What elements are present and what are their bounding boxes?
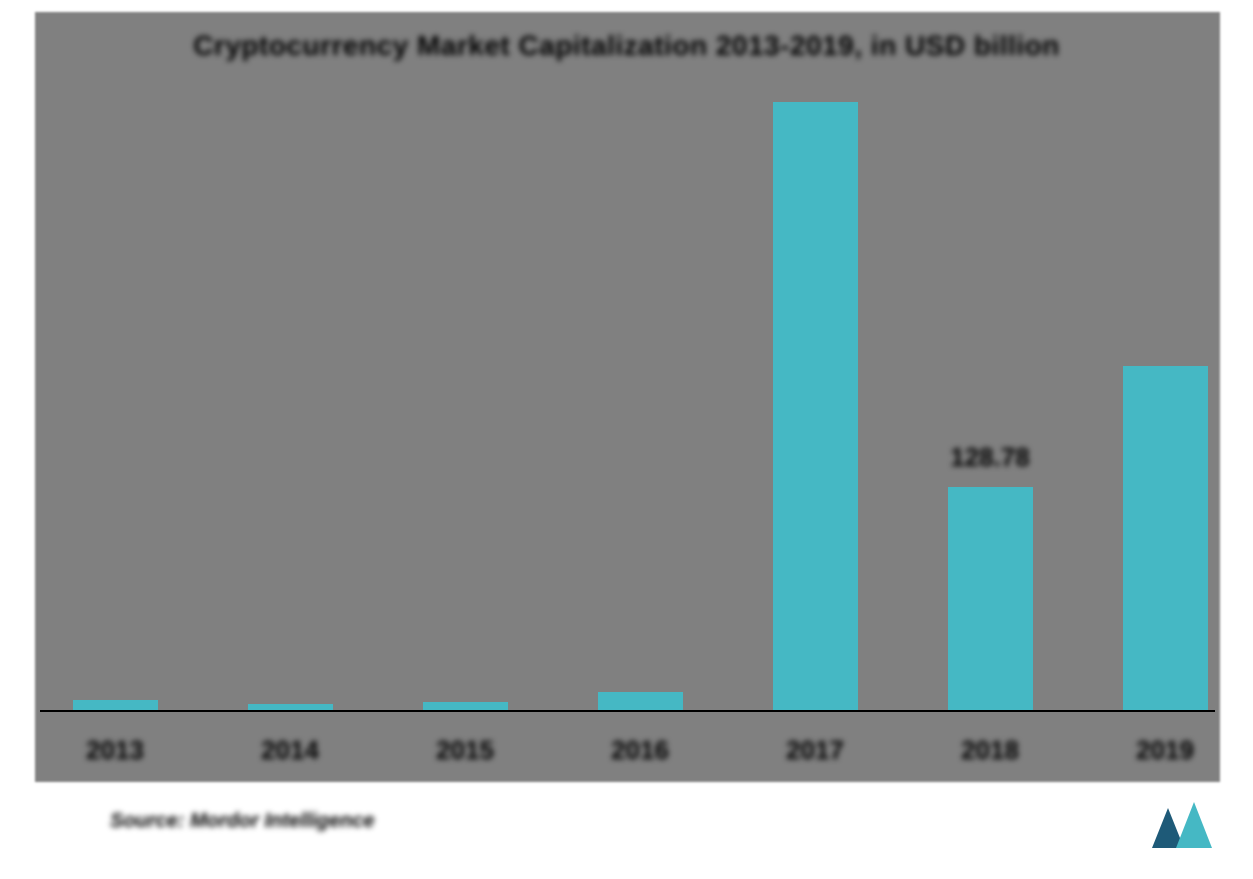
x-axis-label: 2015 <box>436 735 494 766</box>
bar <box>423 702 508 710</box>
x-axis-label: 2013 <box>86 735 144 766</box>
chart-canvas: Cryptocurrency Market Capitalization 201… <box>0 0 1253 879</box>
x-axis-label: 2018 <box>961 735 1019 766</box>
x-axis-label: 2017 <box>786 735 844 766</box>
brand-logo <box>1150 800 1220 850</box>
bar <box>598 692 683 710</box>
x-axis-label: 2016 <box>611 735 669 766</box>
x-axis-label: 2014 <box>261 735 319 766</box>
chart-title: Cryptocurrency Market Capitalization 201… <box>0 30 1253 62</box>
x-axis-label: 2019 <box>1136 735 1194 766</box>
x-axis-line <box>40 710 1215 712</box>
bar <box>1123 366 1208 710</box>
bar <box>248 704 333 710</box>
bar-value-label: 128.78 <box>950 442 1030 473</box>
bar <box>773 102 858 710</box>
logo-svg <box>1150 800 1220 850</box>
bar <box>948 487 1033 710</box>
plot-background <box>35 12 1220 782</box>
bar <box>73 700 158 710</box>
source-note: Source: Mordor Intelligence <box>110 810 374 833</box>
